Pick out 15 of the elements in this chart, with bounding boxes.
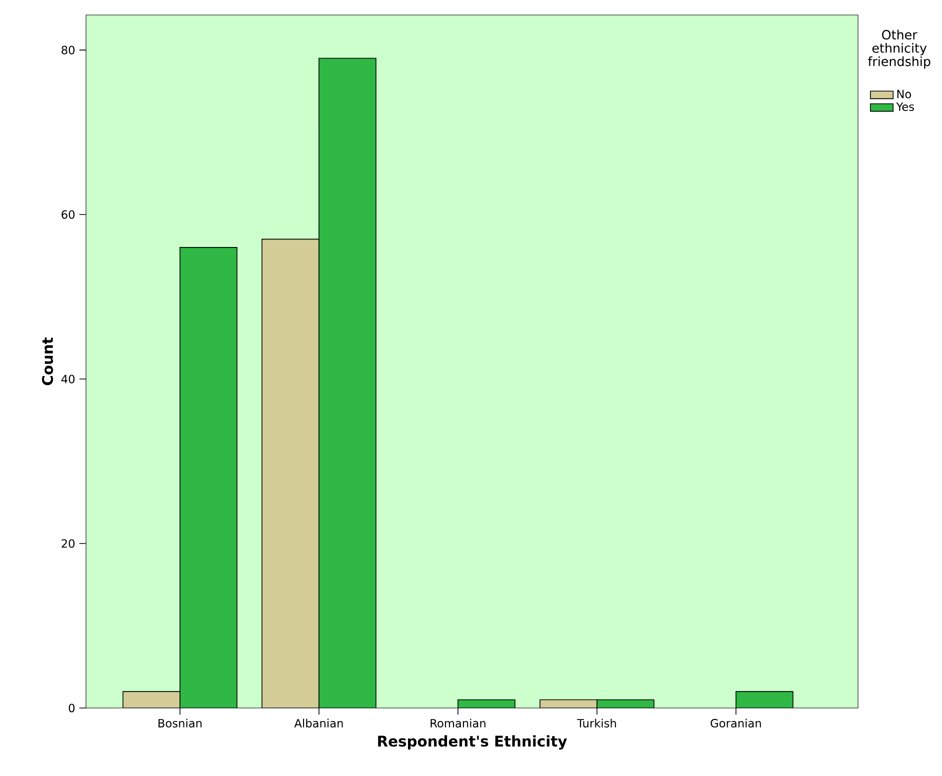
- x-axis-title: Respondent's Ethnicity: [378, 735, 567, 750]
- y-axis-title: Count: [42, 337, 54, 386]
- x-tick-label: Turkish: [577, 718, 616, 728]
- y-tick-label: 60: [62, 210, 75, 219]
- x-tick-label: Romanian: [430, 718, 486, 728]
- legend-label: No: [897, 90, 912, 98]
- x-tick-label: Goranian: [710, 718, 761, 728]
- y-tick-label: 0: [68, 704, 75, 712]
- y-tick-label: 20: [62, 539, 75, 548]
- x-tick-label: Bosnian: [158, 718, 202, 728]
- legend-title: Other ethnicity friendship: [868, 30, 930, 69]
- legend-label: Yes: [896, 102, 914, 111]
- x-tick-label: Albanian: [294, 718, 343, 728]
- y-tick-label: 80: [62, 46, 75, 54]
- y-tick-label: 40: [61, 374, 75, 384]
